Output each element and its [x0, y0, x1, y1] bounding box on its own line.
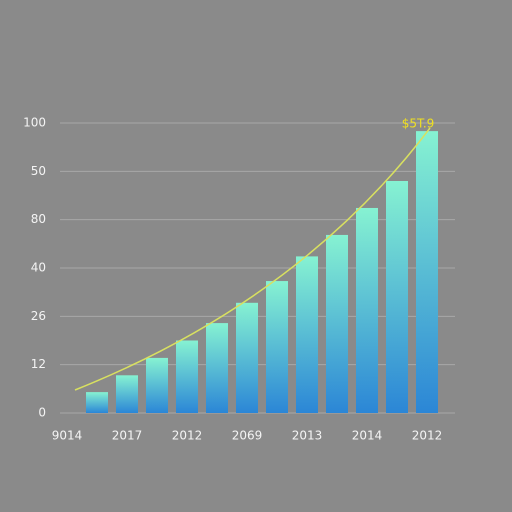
- bar: [236, 302, 258, 413]
- x-tick-label: 2012: [172, 429, 203, 443]
- y-tick-label: 26: [31, 309, 46, 323]
- bar: [146, 357, 168, 413]
- y-tick-label: 80: [31, 212, 46, 226]
- x-tick-label: 2017: [112, 429, 143, 443]
- bar: [326, 234, 348, 413]
- x-tick-label: 2014: [352, 429, 383, 443]
- bar: [266, 281, 288, 413]
- bar: [386, 181, 408, 413]
- x-tick-label: 2069: [232, 429, 263, 443]
- bar: [206, 323, 228, 413]
- x-tick-label: 9014: [52, 429, 83, 443]
- y-tick-label: 0: [38, 406, 46, 420]
- x-tick-label: 2013: [292, 429, 323, 443]
- bar: [296, 256, 318, 413]
- bar: [176, 340, 198, 413]
- y-tick-label: 50: [31, 164, 46, 178]
- y-tick-label: 100: [23, 116, 46, 130]
- bar: [356, 207, 378, 413]
- x-tick-label: 2012: [412, 429, 443, 443]
- annotation: $5T.9: [402, 117, 435, 131]
- trend-curve: [74, 127, 431, 391]
- y-tick-label: 40: [31, 261, 46, 275]
- bar: [86, 392, 108, 413]
- y-tick-label: 12: [31, 357, 46, 371]
- bar: [116, 375, 138, 413]
- bar: [416, 131, 438, 413]
